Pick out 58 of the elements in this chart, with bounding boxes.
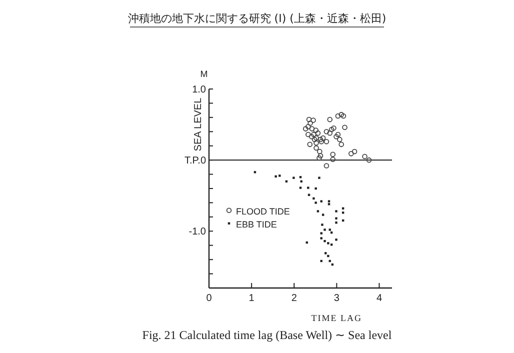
point — [330, 156, 336, 162]
legend-label: FLOOD TIDE — [236, 206, 290, 216]
point — [317, 148, 322, 154]
point — [338, 142, 344, 148]
point — [314, 135, 319, 141]
x-tick-label: 0 — [206, 293, 212, 304]
point — [310, 118, 316, 123]
point — [338, 112, 344, 118]
point — [306, 124, 311, 130]
point — [324, 163, 330, 168]
point — [337, 136, 342, 142]
x-tick-label: 4 — [376, 293, 382, 304]
x-tick-label: 1 — [248, 293, 255, 304]
point — [335, 113, 341, 119]
point — [315, 130, 321, 136]
point — [307, 142, 313, 148]
point — [362, 154, 368, 160]
point — [306, 132, 311, 138]
point — [327, 130, 333, 136]
legend-label: EBB TIDE — [236, 219, 277, 230]
x-axis-title: TIME LAG — [311, 313, 362, 323]
point — [312, 136, 318, 142]
point — [316, 155, 322, 161]
point — [340, 113, 346, 119]
point — [314, 145, 319, 151]
point — [335, 132, 341, 138]
point — [311, 132, 316, 138]
point — [318, 136, 324, 142]
point — [330, 152, 336, 158]
y-tick-label: T.P.0 — [184, 156, 206, 167]
point — [302, 126, 308, 132]
point — [309, 126, 315, 132]
x-tick-label: 3 — [334, 293, 340, 304]
point — [334, 134, 339, 140]
x-tick-label: 2 — [291, 293, 298, 304]
point — [308, 134, 314, 140]
point — [308, 120, 313, 126]
point — [352, 148, 358, 154]
point — [328, 126, 334, 132]
text: Fig. 21 Calculated time lag (Base Well) ∼ Sea level — [142, 328, 392, 342]
y-axis-title: SEA LEVEL — [193, 97, 204, 152]
point — [348, 151, 354, 156]
point — [366, 157, 372, 163]
point — [306, 116, 312, 122]
y-tick-label: -1.0 — [188, 226, 206, 238]
point — [318, 138, 324, 144]
point — [314, 140, 319, 146]
text: M — [200, 69, 208, 79]
point — [331, 125, 336, 131]
point — [327, 116, 333, 122]
y-tick-label: 1.0 — [192, 84, 206, 96]
text: 沖積地の地下水に関する研究 (I) (上森・近森・松田) — [128, 12, 386, 25]
point — [324, 138, 330, 144]
point — [324, 128, 330, 134]
point — [342, 124, 348, 130]
point — [318, 153, 324, 158]
point — [320, 135, 326, 141]
point — [313, 128, 318, 133]
